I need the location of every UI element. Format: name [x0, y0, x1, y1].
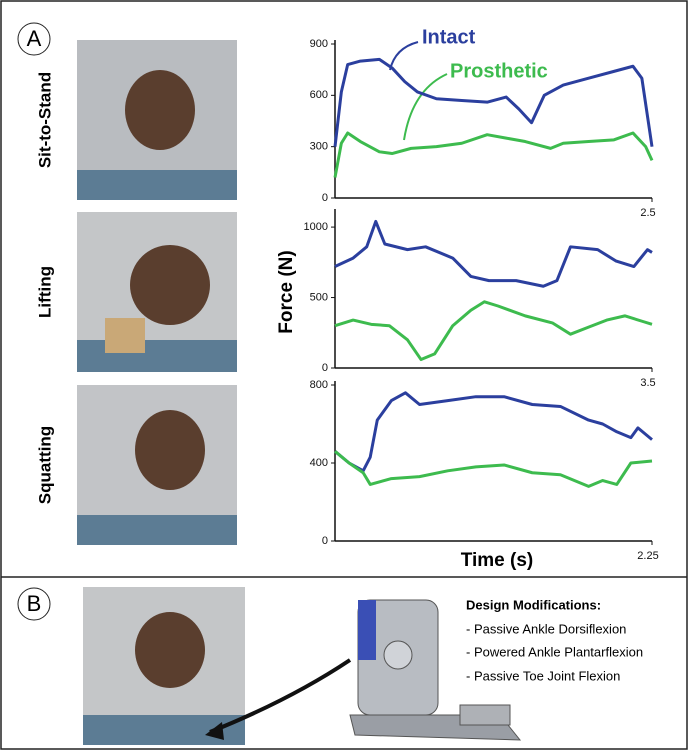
y-tick-label: 0 — [322, 362, 328, 374]
design-item: - Passive Ankle Dorsiflexion — [466, 621, 626, 636]
x-tick-label: 3.5 — [640, 377, 655, 389]
row-label: Lifting — [35, 266, 54, 318]
design-title: Design Modifications: — [466, 597, 601, 612]
annotation: Intact — [422, 26, 476, 48]
annotation: Prosthetic — [450, 60, 548, 82]
x-tick-label: 2.5 — [640, 207, 655, 219]
y-tick-label: 800 — [310, 379, 328, 391]
x-tick-label: 2.25 — [637, 550, 658, 562]
photo — [83, 587, 245, 745]
y-tick-label: 300 — [310, 141, 328, 153]
photo — [77, 212, 237, 372]
photo — [77, 385, 237, 545]
annotation-arrow — [390, 42, 418, 70]
y-tick-label: 500 — [310, 291, 328, 303]
series-line — [335, 393, 652, 471]
row-label: Sit-to-Stand — [35, 72, 54, 168]
design-item: - Passive Toe Joint Flexion — [466, 668, 620, 683]
series-line — [335, 451, 652, 486]
figure: A B Sit-to-Stand Lifting Squatting Desig… — [0, 0, 688, 750]
panel-label: B — [27, 591, 42, 616]
photo — [77, 40, 237, 200]
row-label: Squatting — [35, 426, 54, 504]
panel-label: A — [27, 26, 42, 51]
y-axis-label: Force (N) — [276, 250, 297, 333]
y-tick-label: 0 — [322, 535, 328, 547]
y-tick-label: 900 — [310, 38, 328, 50]
annotation-arrow — [404, 74, 447, 140]
series-line — [335, 133, 652, 177]
y-tick-label: 0 — [322, 192, 328, 204]
design-item: - Powered Ankle Plantarflexion — [466, 644, 643, 659]
y-tick-label: 600 — [310, 89, 328, 101]
series-line — [335, 302, 652, 360]
y-tick-label: 1000 — [304, 221, 328, 233]
series-line — [335, 221, 652, 286]
x-axis-label: Time (s) — [461, 550, 534, 571]
y-tick-label: 400 — [310, 457, 328, 469]
